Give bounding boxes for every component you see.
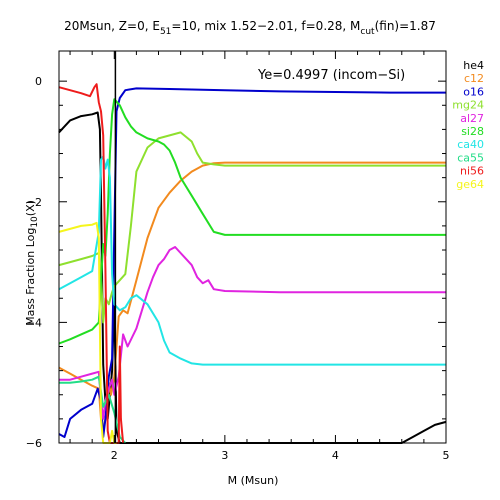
legend-item-al27: al27 (460, 112, 484, 125)
series-layer (58, 83, 447, 444)
x-tick-label: 3 (221, 449, 228, 462)
legend-item-c12: c12 (464, 72, 484, 85)
series-line-ca40 (58, 155, 446, 366)
legend-item-mg24: mg24 (452, 99, 484, 112)
y-tick-label: −4 (26, 316, 42, 329)
series-line-mg24 (58, 131, 446, 324)
series-line-c12 (58, 161, 446, 432)
y-tick-label: −2 (26, 196, 42, 209)
legend-item-si28: si28 (461, 125, 484, 138)
legend-item-ge64: ge64 (456, 178, 484, 191)
y-tick-label: 0 (35, 75, 42, 88)
y-tick-label: −6 (26, 437, 42, 450)
ye-annotation: Ye=0.4997 (incom−Si) (257, 68, 405, 83)
series-line-ni56 (58, 83, 125, 444)
legend-item-ca40: ca40 (457, 138, 484, 151)
x-tick-label: 5 (443, 449, 450, 462)
legend-item-o16: o16 (463, 85, 484, 98)
legend-item-ni56: ni56 (460, 165, 484, 178)
x-axis-label: M (Msun) (228, 474, 279, 487)
x-tick-label: 4 (332, 449, 339, 462)
plot-frame (58, 50, 447, 444)
series-line-ge64 (58, 221, 117, 444)
chart-title: 20Msun, Z=0, E51=10, mix 1.52−2.01, f=0.… (64, 19, 436, 37)
y-axis-label: Mass Fraction Log10(X) (24, 200, 40, 326)
legend-item-he4: he4 (463, 59, 484, 72)
series-line-si28 (58, 98, 446, 345)
x-tick-label: 2 (111, 449, 118, 462)
series-line-he4 (58, 111, 447, 444)
legend-item-ca55: ca55 (457, 151, 484, 164)
tick-layer: 2 3 4 5 0 −2 −4 −6 (26, 51, 450, 462)
